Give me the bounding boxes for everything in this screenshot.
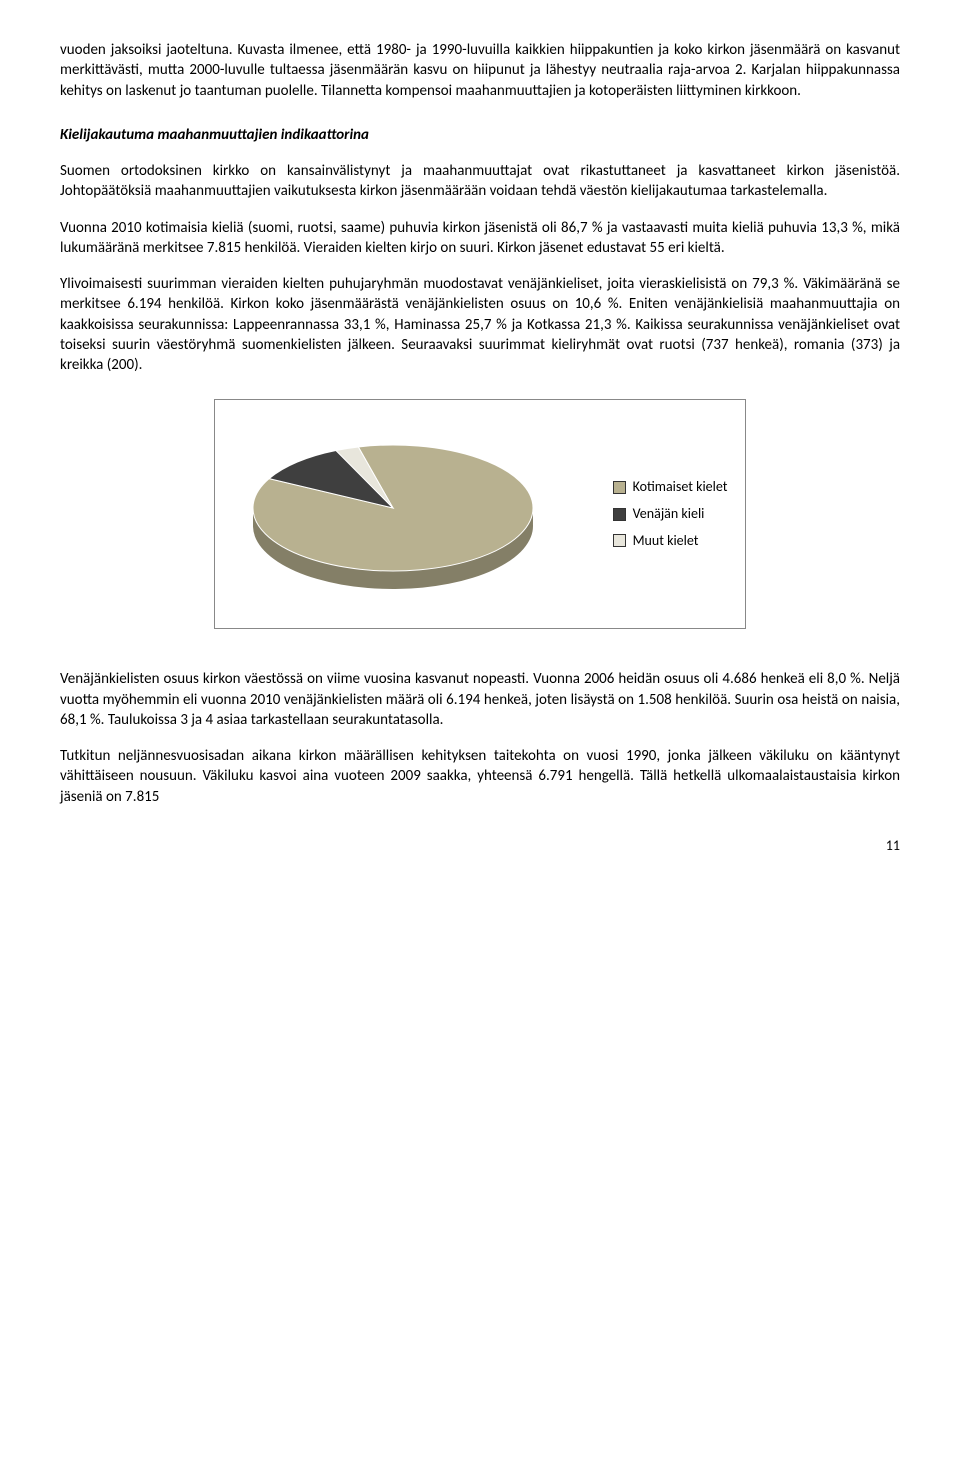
pie-legend: Kotimaiset kieletVenäjän kieliMuut kiele…	[613, 474, 728, 554]
legend-item: Kotimaiset kielet	[613, 474, 728, 501]
legend-label: Kotimaiset kielet	[633, 474, 728, 501]
section-heading: Kielijakautuma maahanmuuttajien indikaat…	[60, 125, 900, 145]
page-number: 11	[60, 837, 900, 856]
legend-label: Venäjän kieli	[633, 501, 705, 528]
paragraph-intro: vuoden jaksoiksi jaoteltuna. Kuvasta ilm…	[60, 40, 900, 101]
legend-swatch	[613, 481, 626, 494]
pie-chart	[233, 414, 553, 614]
paragraph-2: Suomen ortodoksinen kirkko on kansainväl…	[60, 161, 900, 202]
legend-item: Muut kielet	[613, 528, 728, 555]
legend-label: Muut kielet	[633, 528, 699, 555]
paragraph-5: Venäjänkielisten osuus kirkon väestössä …	[60, 669, 900, 730]
pie-chart-box: Kotimaiset kieletVenäjän kieliMuut kiele…	[214, 399, 747, 629]
pie-chart-container: Kotimaiset kieletVenäjän kieliMuut kiele…	[60, 399, 900, 629]
paragraph-3: Vuonna 2010 kotimaisia kieliä (suomi, ru…	[60, 218, 900, 259]
legend-item: Venäjän kieli	[613, 501, 728, 528]
paragraph-4: Ylivoimaisesti suurimman vieraiden kielt…	[60, 274, 900, 375]
legend-swatch	[613, 508, 626, 521]
paragraph-6: Tutkitun neljännesvuosisadan aikana kirk…	[60, 746, 900, 807]
legend-swatch	[613, 534, 626, 547]
